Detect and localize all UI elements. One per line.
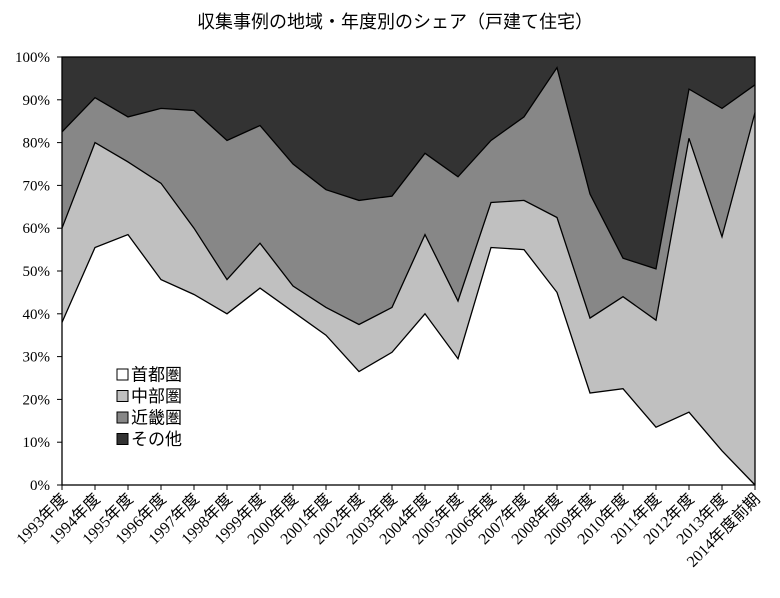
legend-label: 中部圏	[131, 387, 182, 406]
legend-swatch	[116, 411, 129, 424]
legend-item: 中部圏	[116, 387, 182, 406]
y-axis: 0% 10% 20% 30% 40% 50% 60% 70% 80% 90% 100%	[15, 50, 62, 494]
series-boundary-line	[61, 66, 756, 270]
y-tick-label: 60%	[23, 221, 51, 237]
series-area	[62, 234, 755, 485]
series-boundary-line	[61, 233, 756, 486]
legend-label: 近畿圏	[131, 409, 182, 428]
y-tick-label: 90%	[23, 93, 51, 109]
y-tick-label: 70%	[23, 178, 51, 194]
series-area	[62, 112, 755, 485]
y-tick-label: 10%	[23, 435, 51, 451]
series-area	[62, 57, 755, 269]
y-tick-label: 0%	[30, 478, 50, 494]
legend-item: その他	[116, 430, 182, 449]
legend-swatch	[116, 433, 129, 445]
series-area	[62, 67, 755, 325]
y-tick-label: 20%	[23, 392, 51, 408]
legend-swatch	[116, 390, 129, 402]
legend-item: 首都圏	[116, 366, 182, 385]
legend-item: 近畿圏	[116, 409, 182, 428]
y-tick-label: 100%	[15, 50, 50, 66]
legend-label: 首都圏	[131, 366, 182, 385]
legend-swatch	[116, 368, 129, 381]
y-tick-label: 80%	[23, 136, 51, 152]
y-tick-label: 40%	[23, 307, 51, 323]
chart-title: 収集事例の地域・年度別のシェア（戸建て住宅）	[197, 12, 593, 32]
series-boundary-line	[61, 112, 756, 326]
y-tick-label: 30%	[23, 350, 51, 366]
x-axis: 1993年度1994年度1995年度1996年度1997年度1998年度1999…	[13, 485, 764, 571]
legend-label: その他	[131, 430, 182, 449]
plot-areas	[62, 57, 755, 485]
y-tick-label: 50%	[23, 264, 51, 280]
series-boundaries	[61, 66, 756, 486]
